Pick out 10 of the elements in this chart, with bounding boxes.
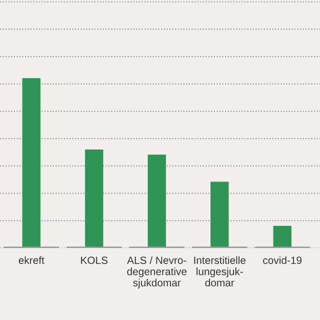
x-tick-label: ekreft <box>18 256 44 264</box>
bar <box>273 226 292 248</box>
x-tick-label: Interstitielle lungesjuk- domar <box>194 256 246 286</box>
x-tick-label: covid-19 <box>263 256 302 264</box>
bar <box>210 182 229 248</box>
x-tick-label: ALS / Nevro- degenerative sjukdomar <box>127 256 187 288</box>
bar <box>22 78 40 248</box>
bar <box>85 149 104 248</box>
x-tick-label: KOLS <box>81 256 108 264</box>
bar <box>148 154 166 248</box>
